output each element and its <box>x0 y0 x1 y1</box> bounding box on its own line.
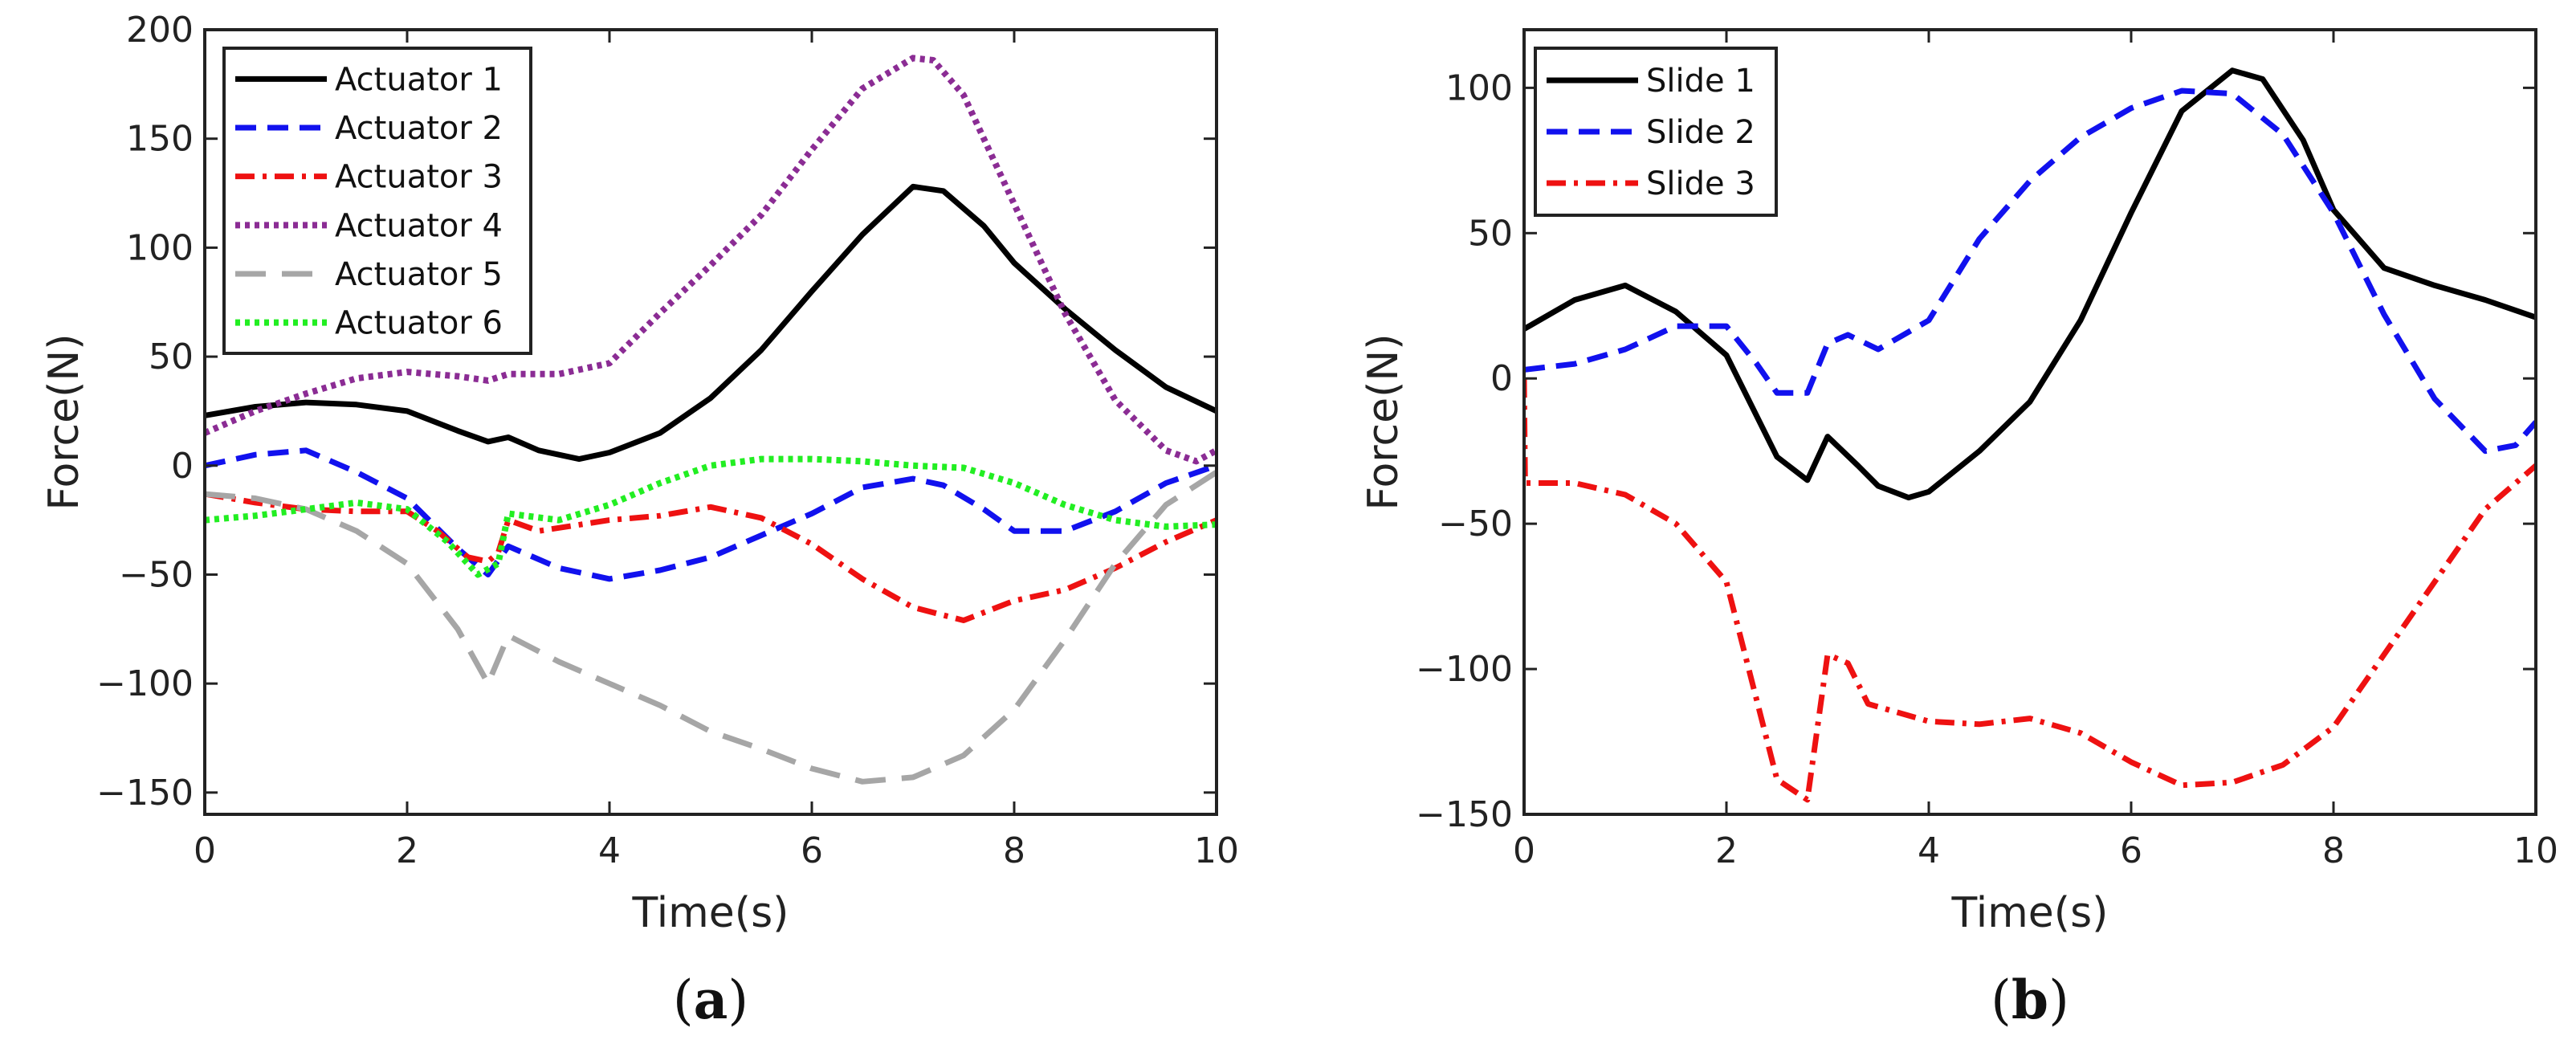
y-tick-label: 0 <box>171 446 194 487</box>
y-tick-label: −50 <box>1438 504 1513 544</box>
x-tick-label: 4 <box>1918 830 1940 871</box>
legend-label: Actuator 5 <box>335 256 503 293</box>
x-tick-label: 0 <box>194 830 216 871</box>
panel-label: (b) <box>1991 969 2069 1031</box>
legend: Actuator 1 Actuator 2 Actuator 3 Actuator 4… <box>224 48 531 353</box>
figure-canvas: 0 2 4 6 8 10−150−100−50050100150200Time(s)For… <box>0 0 2576 1040</box>
x-tick-label: 2 <box>396 830 418 871</box>
y-tick-label: −100 <box>96 663 194 704</box>
series-line-actuator-3 <box>205 494 1217 620</box>
x-tick-label: 6 <box>801 830 823 871</box>
y-tick-label: 200 <box>126 10 194 51</box>
x-tick-label: 6 <box>2120 830 2142 871</box>
y-axis-title: Force(N) <box>1359 333 1408 510</box>
y-tick-label: −50 <box>119 554 194 595</box>
x-axis-title: Time(s) <box>632 889 789 937</box>
x-tick-label: 10 <box>1194 830 1239 871</box>
series-line-slide-3 <box>1524 378 2536 800</box>
series-line-actuator-6 <box>205 459 1217 575</box>
panel-label: (a) <box>673 969 748 1031</box>
y-tick-label: 0 <box>1490 358 1513 399</box>
series-line-actuator-5 <box>205 472 1217 781</box>
y-tick-label: −150 <box>96 773 194 814</box>
chart-panel-a: 0 2 4 6 8 10 −150 −100 −50 0 50 100 150 200 Time(s) For… <box>40 10 1239 1031</box>
legend: Slide 1 Slide 2 Slide 3 <box>1535 48 1776 215</box>
x-tick-label: 4 <box>598 830 621 871</box>
y-tick-label: 100 <box>126 227 194 268</box>
legend-label: Actuator 4 <box>335 207 503 244</box>
y-axis-title: Force(N) <box>40 333 88 510</box>
legend-label: Slide 2 <box>1646 114 1755 151</box>
x-tick-label: 2 <box>1715 830 1738 871</box>
y-tick-label: −150 <box>1416 794 1513 835</box>
legend-label: Actuator 1 <box>335 61 503 98</box>
y-tick-label: 50 <box>1468 213 1513 254</box>
chart-panel-b: 0 2 4 6 8 10 −150 −100 −50 0 50 100 Time(s) Force(N) (… <box>1359 30 2558 1031</box>
y-tick-label: −100 <box>1416 649 1513 690</box>
x-tick-label: 10 <box>2513 830 2558 871</box>
x-tick-label: 8 <box>2322 830 2345 871</box>
y-tick-label: 50 <box>149 336 194 377</box>
legend-label: Actuator 6 <box>335 305 503 342</box>
legend-label: Slide 3 <box>1646 165 1755 202</box>
legend-label: Slide 1 <box>1646 63 1755 100</box>
x-tick-label: 0 <box>1513 830 1535 871</box>
legend-label: Actuator 3 <box>335 159 503 196</box>
legend-label: Actuator 2 <box>335 110 503 147</box>
x-tick-label: 8 <box>1003 830 1025 871</box>
series-line-actuator-2 <box>205 451 1217 579</box>
y-tick-label: 100 <box>1445 67 1513 108</box>
x-axis-title: Time(s) <box>1951 889 2109 937</box>
y-tick-label: 150 <box>126 119 194 160</box>
